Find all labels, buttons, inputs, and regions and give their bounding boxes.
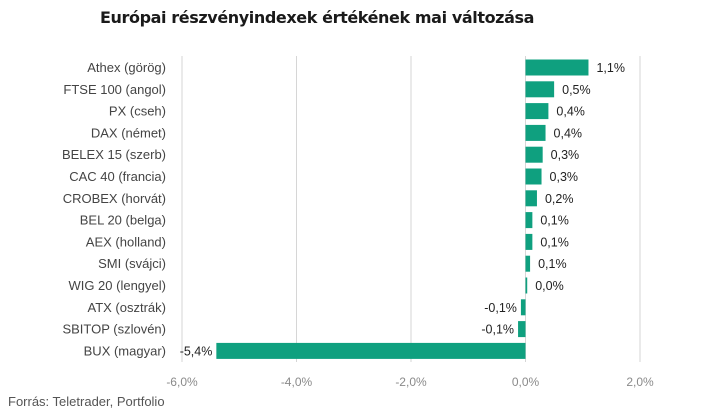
x-tick-label: -6,0%: [166, 375, 198, 389]
value-label: 0,1%: [540, 214, 569, 228]
value-label: 0,5%: [562, 83, 591, 97]
value-label: 0,4%: [554, 126, 583, 140]
bar: [525, 81, 555, 98]
value-labels: 1,1% 0,5% 0,4% 0,4% 0,3% 0,3% 0,2% 0,1% 0,1% 0,1%…: [180, 61, 625, 358]
category-label: SBITOP (szlovén): [62, 322, 166, 337]
category-label: CROBEX (horvát): [63, 191, 166, 206]
category-label: AEX (holland): [86, 234, 166, 249]
x-tick-label: 0,0%: [512, 375, 540, 389]
bar: [518, 321, 526, 338]
bar: [525, 233, 533, 250]
value-label: 0,0%: [535, 279, 564, 293]
x-tick-label: 2,0%: [626, 375, 654, 389]
bar: [525, 168, 542, 185]
category-label: PX (cseh): [109, 104, 166, 119]
source-note: Forrás: Teletrader, Portfolio: [8, 394, 165, 409]
bar: [525, 146, 543, 163]
category-labels: Athex (görög) FTSE 100 (angol) PX (cseh) DA…: [62, 60, 166, 358]
chart-title: Európai részvényindexek értékének mai vá…: [100, 8, 535, 27]
category-label: WIG 20 (lengyel): [68, 278, 166, 293]
value-label: 0,3%: [551, 148, 580, 162]
value-label: 0,1%: [538, 257, 567, 271]
category-label: Athex (görög): [87, 60, 166, 75]
category-label: SMI (svájci): [98, 256, 166, 271]
bar: [525, 212, 533, 229]
grid-lines: [181, 56, 641, 362]
value-label: -0,1%: [484, 301, 517, 315]
bars: [216, 59, 589, 359]
category-label: CAC 40 (francia): [69, 169, 166, 184]
value-label: 0,3%: [550, 170, 579, 184]
x-axis-tick-labels: -6,0% -4,0% -2,0% 0,0% 2,0%: [166, 375, 654, 389]
category-label: ATX (osztrák): [88, 300, 167, 315]
category-label: DAX (német): [91, 125, 166, 140]
bar: [520, 299, 526, 316]
value-label: -0,1%: [481, 323, 514, 337]
bar: [525, 190, 537, 207]
category-label: BUX (magyar): [84, 343, 166, 358]
bar: [216, 342, 526, 359]
value-label: 1,1%: [596, 61, 625, 75]
x-tick-label: -4,0%: [281, 375, 313, 389]
x-tick-label: -2,0%: [395, 375, 427, 389]
value-label: 0,2%: [545, 192, 574, 206]
bar: [525, 59, 589, 76]
bar: [525, 255, 531, 272]
value-label: 0,4%: [556, 105, 585, 119]
category-label: BEL 20 (belga): [80, 213, 166, 228]
category-label: FTSE 100 (angol): [63, 82, 166, 97]
category-label: BELEX 15 (szerb): [62, 147, 166, 162]
bar: [525, 124, 546, 141]
value-label: 0,1%: [540, 235, 569, 249]
bar: [525, 277, 528, 294]
bar: [525, 103, 549, 120]
value-label: -5,4%: [180, 344, 213, 358]
